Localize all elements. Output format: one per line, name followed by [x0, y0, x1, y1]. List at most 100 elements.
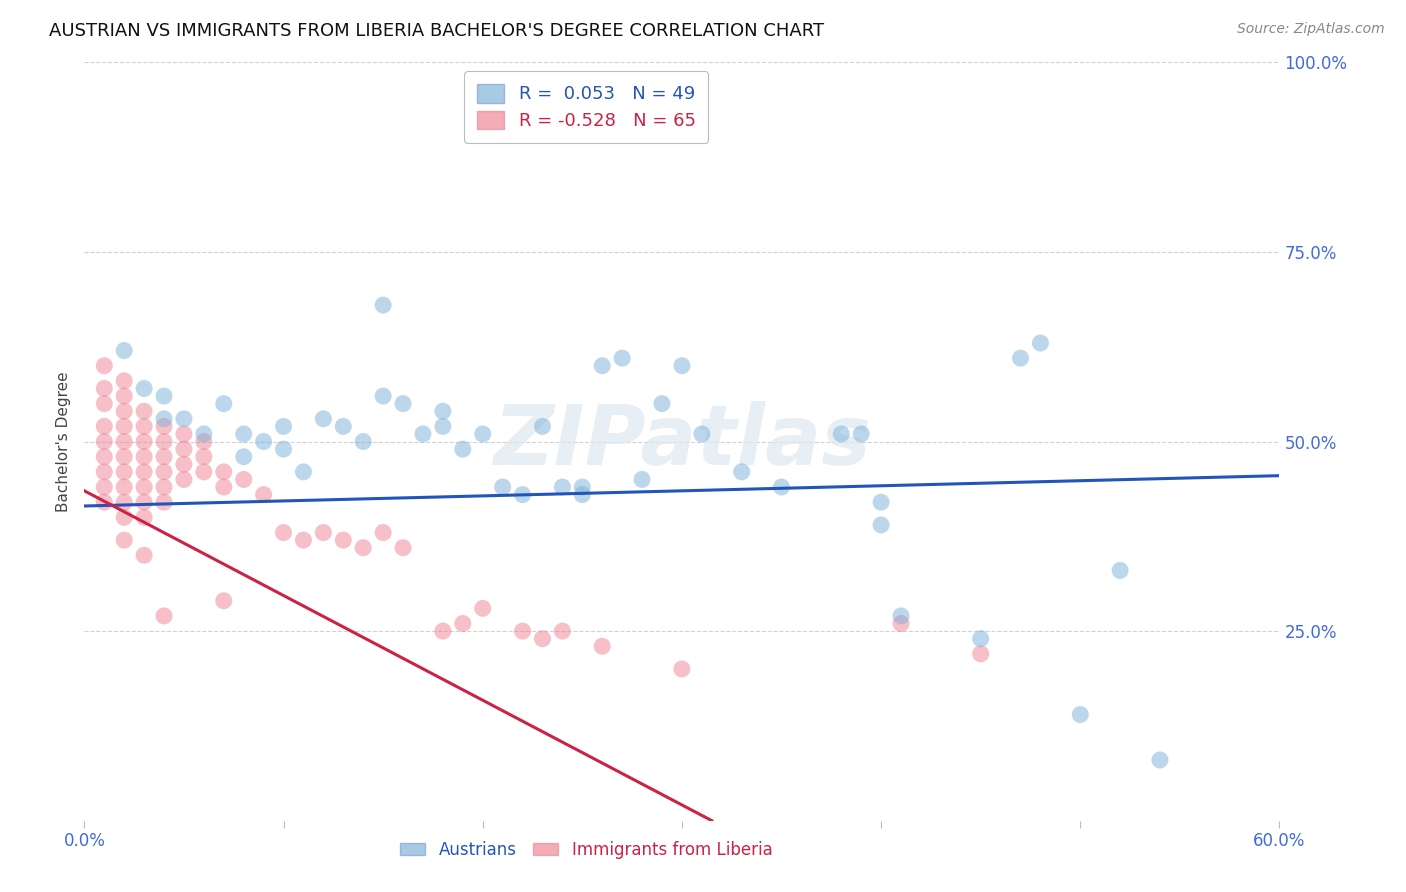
Point — [93, 495, 115, 509]
Point — [112, 343, 135, 358]
Point — [232, 473, 254, 487]
Point — [153, 419, 176, 434]
Point — [253, 487, 276, 501]
Point — [671, 359, 693, 373]
Point — [93, 359, 115, 373]
Point — [352, 434, 374, 449]
Point — [153, 465, 176, 479]
Point — [970, 647, 993, 661]
Point — [651, 396, 673, 410]
Point — [432, 419, 454, 434]
Point — [332, 533, 354, 548]
Point — [1010, 351, 1032, 366]
Point — [373, 525, 395, 540]
Point — [870, 495, 893, 509]
Text: ZIPatlas: ZIPatlas — [494, 401, 870, 482]
Point — [870, 517, 893, 532]
Point — [153, 450, 176, 464]
Point — [112, 419, 135, 434]
Point — [93, 450, 115, 464]
Point — [591, 359, 613, 373]
Point — [731, 465, 754, 479]
Legend: Austrians, Immigrants from Liberia: Austrians, Immigrants from Liberia — [394, 834, 779, 865]
Point — [173, 427, 195, 442]
Point — [531, 632, 554, 646]
Point — [93, 434, 115, 449]
Point — [451, 442, 474, 457]
Point — [93, 465, 115, 479]
Point — [512, 624, 534, 639]
Point — [312, 525, 335, 540]
Text: AUSTRIAN VS IMMIGRANTS FROM LIBERIA BACHELOR'S DEGREE CORRELATION CHART: AUSTRIAN VS IMMIGRANTS FROM LIBERIA BACH… — [49, 22, 824, 40]
Point — [112, 510, 135, 524]
Point — [890, 608, 912, 623]
Point — [571, 487, 593, 501]
Point — [153, 495, 176, 509]
Point — [432, 404, 454, 418]
Point — [212, 396, 235, 410]
Point — [112, 495, 135, 509]
Point — [153, 412, 176, 426]
Point — [193, 427, 215, 442]
Point — [830, 427, 852, 442]
Point — [471, 427, 494, 442]
Point — [173, 412, 195, 426]
Point — [112, 389, 135, 403]
Point — [551, 624, 574, 639]
Point — [153, 434, 176, 449]
Point — [112, 533, 135, 548]
Point — [392, 541, 415, 555]
Point — [571, 480, 593, 494]
Point — [1109, 564, 1132, 578]
Point — [112, 465, 135, 479]
Point — [132, 382, 156, 396]
Point — [93, 382, 115, 396]
Point — [770, 480, 793, 494]
Point — [851, 427, 873, 442]
Point — [591, 639, 613, 653]
Point — [153, 608, 176, 623]
Point — [690, 427, 713, 442]
Point — [132, 450, 156, 464]
Point — [492, 480, 515, 494]
Point — [551, 480, 574, 494]
Point — [132, 434, 156, 449]
Point — [132, 495, 156, 509]
Text: Source: ZipAtlas.com: Source: ZipAtlas.com — [1237, 22, 1385, 37]
Point — [1069, 707, 1091, 722]
Point — [153, 389, 176, 403]
Point — [392, 396, 415, 410]
Point — [93, 396, 115, 410]
Point — [970, 632, 993, 646]
Point — [173, 458, 195, 472]
Point — [412, 427, 434, 442]
Point — [890, 616, 912, 631]
Point — [432, 624, 454, 639]
Point — [612, 351, 634, 366]
Point — [332, 419, 354, 434]
Point — [93, 480, 115, 494]
Point — [631, 473, 654, 487]
Y-axis label: Bachelor's Degree: Bachelor's Degree — [56, 371, 72, 512]
Point — [193, 434, 215, 449]
Point — [112, 450, 135, 464]
Point — [273, 525, 295, 540]
Point — [292, 533, 315, 548]
Point — [512, 487, 534, 501]
Point — [232, 427, 254, 442]
Point — [273, 419, 295, 434]
Point — [112, 404, 135, 418]
Point — [292, 465, 315, 479]
Point — [312, 412, 335, 426]
Point — [93, 419, 115, 434]
Point — [193, 450, 215, 464]
Point — [193, 465, 215, 479]
Point — [132, 465, 156, 479]
Point — [531, 419, 554, 434]
Point — [212, 465, 235, 479]
Point — [132, 548, 156, 563]
Point — [373, 298, 395, 312]
Point — [352, 541, 374, 555]
Point — [273, 442, 295, 457]
Point — [373, 389, 395, 403]
